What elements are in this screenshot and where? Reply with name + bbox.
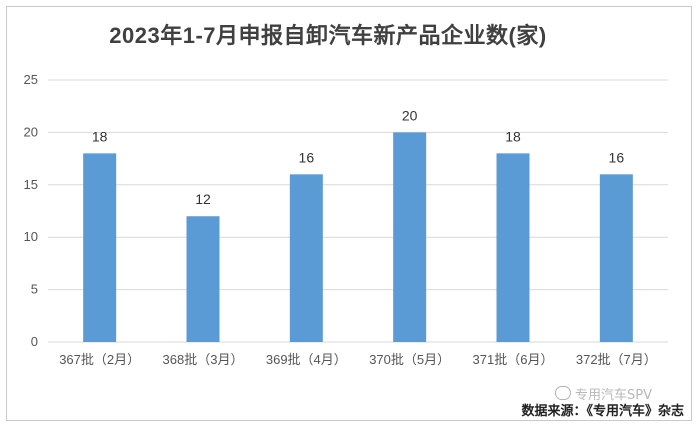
data-label: 16 xyxy=(299,149,315,165)
y-tick-label: 25 xyxy=(24,72,38,87)
x-category-label: 369批（4月） xyxy=(266,352,347,367)
chart-title: 2023年1-7月申报自卸汽车新产品企业数(家) xyxy=(109,23,547,48)
y-tick-label: 15 xyxy=(24,177,38,192)
data-label: 18 xyxy=(505,128,521,144)
watermark-text: 专用汽车SPV xyxy=(575,388,652,403)
bar xyxy=(289,174,323,342)
data-label: 12 xyxy=(195,191,211,207)
y-tick-label: 0 xyxy=(31,334,38,349)
data-label: 16 xyxy=(609,149,625,165)
watermark: 专用汽车SPV xyxy=(555,384,652,403)
y-tick-label: 10 xyxy=(24,229,38,244)
bar xyxy=(186,216,220,342)
x-category-label: 371批（6月） xyxy=(473,352,554,367)
data-label: 20 xyxy=(402,107,418,123)
bar xyxy=(496,153,530,342)
bar xyxy=(393,132,427,342)
chart-frame xyxy=(6,6,692,421)
data-label: 18 xyxy=(92,128,108,144)
x-category-label: 372批（7月） xyxy=(576,352,657,367)
x-category-label: 367批（2月） xyxy=(59,352,140,367)
x-category-label: 368批（3月） xyxy=(163,352,244,367)
wechat-icon xyxy=(555,386,571,400)
y-tick-label: 20 xyxy=(24,124,38,139)
bar xyxy=(83,153,117,342)
data-source: 数据来源：《专用汽车》杂志 xyxy=(521,404,684,419)
x-category-label: 370批（5月） xyxy=(369,352,450,367)
y-tick-label: 5 xyxy=(31,282,38,297)
bar xyxy=(599,174,633,342)
